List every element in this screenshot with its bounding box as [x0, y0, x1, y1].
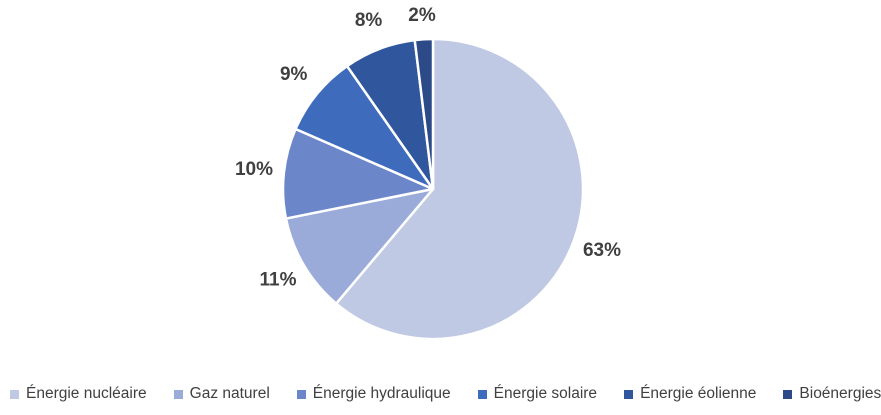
legend-marker-bioenergies	[783, 389, 793, 399]
chart-legend: Énergie nucléaire Gaz naturel Énergie hydr…	[10, 384, 881, 404]
legend-marker-energie-eolienne	[624, 389, 634, 399]
legend-item-energie-eolienne[interactable]: Énergie éolienne	[624, 384, 756, 404]
data-label-bioenergies: 2%	[408, 5, 436, 26]
legend-marker-gaz-naturel	[173, 389, 183, 399]
data-label-energie-nucleaire: 63%	[583, 240, 621, 261]
pie-slice-energie-solaire[interactable]	[294, 64, 435, 191]
pie-slice-energie-nucleaire[interactable]	[334, 37, 585, 341]
legend-label: Énergie hydraulique	[312, 385, 451, 402]
pie-slice-bioenergies[interactable]	[413, 37, 435, 191]
legend-label: Énergie nucléaire	[26, 385, 147, 402]
legend-label: Énergie éolienne	[640, 385, 757, 402]
legend-item-energie-hydraulique[interactable]: Énergie hydraulique	[296, 384, 451, 404]
legend-marker-energie-nucleaire	[10, 389, 19, 399]
legend-label: Gaz naturel	[189, 385, 270, 402]
legend-label: Énergie solaire	[493, 385, 598, 402]
data-label-energie-hydraulique: 10%	[235, 159, 273, 180]
legend-item-energie-solaire[interactable]: Énergie solaire	[477, 384, 598, 404]
pie-chart: 63% 11% 10% 9% 8% 2%	[235, 5, 621, 341]
legend-marker-energie-solaire	[477, 389, 487, 399]
legend-marker-energie-hydraulique	[296, 389, 306, 399]
data-label-energie-solaire: 9%	[280, 64, 308, 85]
pie-slice-energie-hydraulique[interactable]	[281, 127, 435, 220]
legend-label: Bioénergies	[799, 385, 881, 402]
pie-slice-gaz-naturel[interactable]	[284, 187, 435, 305]
legend-item-energie-nucleaire[interactable]: Énergie nucléaire	[10, 384, 147, 404]
data-label-gaz-naturel: 11%	[260, 270, 297, 291]
legend-item-gaz-naturel[interactable]: Gaz naturel	[173, 384, 270, 404]
data-label-energie-eolienne: 8%	[355, 10, 383, 31]
legend-item-bioenergies[interactable]: Bioénergies	[783, 384, 881, 404]
